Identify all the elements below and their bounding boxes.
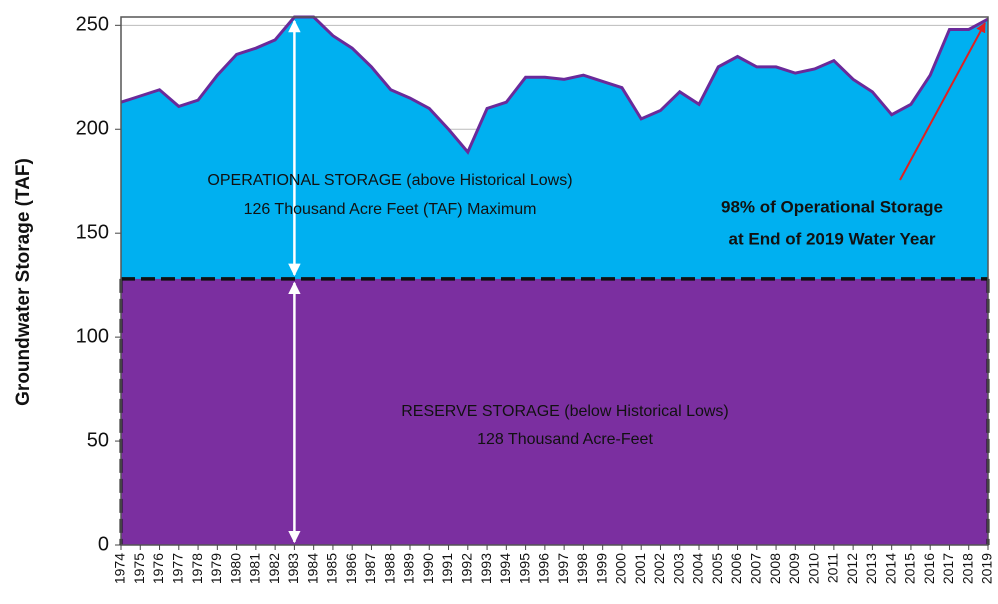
x-tick-label: 1978 [189, 553, 205, 584]
x-tick-label: 2010 [805, 553, 821, 584]
annotation: at End of 2019 Water Year [729, 229, 936, 248]
x-tick-label: 2013 [863, 553, 879, 584]
x-tick-label: 1984 [304, 553, 320, 584]
x-tick-label: 2018 [959, 553, 975, 584]
x-tick-label: 1974 [112, 553, 128, 584]
end-arrow [899, 22, 986, 181]
x-tick-label: 1982 [266, 553, 282, 584]
annotation: 128 Thousand Acre-Feet [477, 431, 653, 448]
x-tick-label: 1987 [362, 553, 378, 584]
x-tick-label: 1993 [478, 553, 494, 584]
x-tick-label: 1977 [170, 553, 186, 584]
x-tick-label: 1981 [247, 553, 263, 584]
x-tick-label: 2017 [940, 553, 956, 584]
x-tick-label: 2014 [882, 553, 898, 584]
y-axis-label: Groundwater Storage (TAF) [13, 158, 34, 406]
plot-frame [120, 16, 989, 546]
y-tick-label: 200 [76, 118, 109, 140]
y-tick-label: 100 [76, 325, 109, 347]
x-tick-label: 1998 [574, 553, 590, 584]
x-tick-label: 1975 [131, 553, 147, 584]
x-tick-label: 1980 [227, 553, 243, 584]
x-tick-label: 1997 [555, 553, 571, 584]
x-tick-label: 1991 [439, 553, 455, 584]
x-tick-label: 2001 [632, 553, 648, 584]
x-tick-label: 2012 [844, 553, 860, 584]
x-tick-label: 2002 [651, 553, 667, 584]
annotation: RESERVE STORAGE (below Historical Lows) [401, 403, 729, 420]
x-tick-label: 1985 [324, 553, 340, 584]
x-tick-label: 2016 [921, 553, 937, 584]
x-tick-label: 1988 [381, 553, 397, 584]
line [120, 15, 989, 155]
y-tick-label: 0 [98, 533, 109, 555]
x-tick-label: 1990 [420, 553, 436, 584]
x-tick-label: 1995 [516, 553, 532, 584]
x-tick-label: 2006 [728, 553, 744, 584]
y-tick-label: 150 [76, 221, 109, 243]
x-tick-label: 2011 [825, 553, 841, 583]
annotation: 126 Thousand Acre Feet (TAF) Maximum [244, 201, 537, 218]
x-tick-label: 2009 [786, 553, 802, 584]
x-tick-label: 1992 [459, 553, 475, 584]
x-tick-label: 2008 [767, 553, 783, 584]
x-tick-label: 1986 [343, 553, 359, 584]
x-tick-label: 1989 [401, 553, 417, 584]
y-tick-label: 250 [76, 14, 109, 36]
y-tick-label: 50 [87, 429, 109, 451]
x-tick-label: 2004 [690, 553, 706, 584]
x-tick-label: 2019 [979, 553, 995, 584]
annotation: OPERATIONAL STORAGE (above Historical Lo… [207, 172, 572, 189]
x-tick-label: 2007 [748, 553, 764, 584]
x-tick-label: 1976 [150, 553, 166, 584]
x-tick-label: 2000 [613, 553, 629, 584]
x-tick-label: 2015 [902, 553, 918, 584]
reserve-area [121, 278, 988, 545]
x-tick-label: 1996 [536, 553, 552, 584]
x-tick-label: 1983 [285, 553, 301, 584]
x-tick-label: 2003 [670, 553, 686, 584]
x-tick-label: 2005 [709, 553, 725, 584]
x-tick-label: 1979 [208, 553, 224, 584]
x-tick-label: 1994 [497, 553, 513, 584]
x-tick-label: 1999 [593, 553, 609, 584]
annotation: 98% of Operational Storage [721, 197, 943, 216]
